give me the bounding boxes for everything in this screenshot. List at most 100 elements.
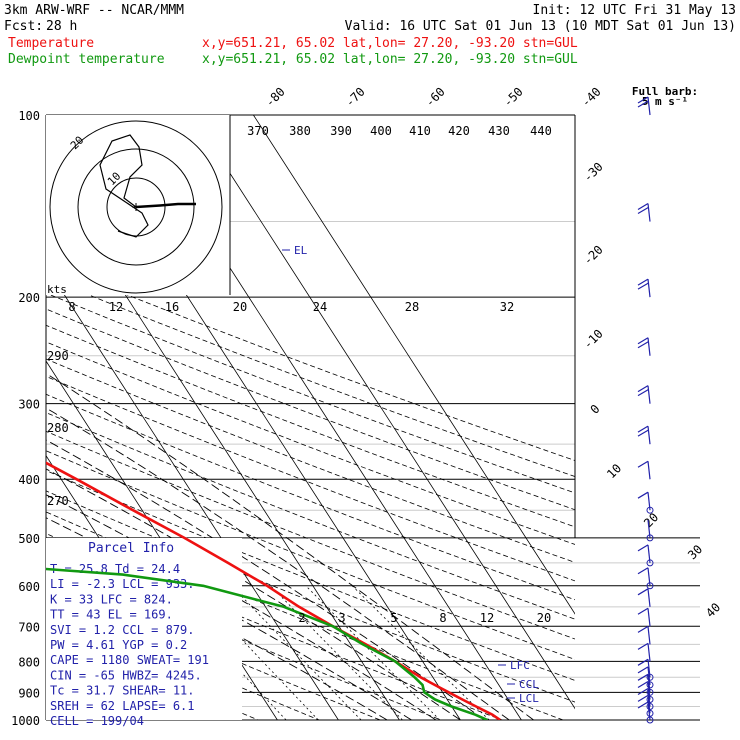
wind-barb-flag [637, 203, 649, 211]
hodograph-units: kts [47, 283, 67, 296]
wind-barb-flag [637, 567, 649, 575]
dry-adiabat-label-280: 280 [47, 421, 69, 435]
wind-barb-calm [646, 681, 654, 689]
temp-scale-label-8: 8 [68, 300, 75, 314]
parcel-row-2: K = 33 LFC = 824. [50, 592, 173, 606]
wind-barb-flag [637, 429, 649, 437]
theta-e-label-420: 420 [448, 124, 470, 138]
isotherm-label-40: 40 [703, 600, 723, 620]
hodograph-ring-10 [106, 177, 166, 237]
pressure-label-700: 700 [18, 620, 40, 634]
parcel-row-7: CIN = -65 HWBZ= 4245. [50, 668, 202, 682]
level-label-lcl: LCL [519, 692, 539, 705]
isotherm-50 [253, 115, 575, 615]
parcel-box-bg [46, 538, 242, 720]
dry-adiabat-350 [46, 430, 575, 640]
theta-e-label-400: 400 [370, 124, 392, 138]
pressure-label-100: 100 [18, 109, 40, 123]
isotherm-label--70: -70 [343, 85, 368, 110]
hodograph-ring-20 [77, 148, 195, 266]
isotherm-0 [46, 265, 339, 720]
wind-barb-staff [647, 461, 651, 480]
isotherm-label--20: -20 [581, 243, 606, 268]
wind-barb-staff [647, 96, 651, 116]
wind-barb-flag [637, 460, 649, 468]
wind-barb-flag [637, 96, 649, 104]
wind-barb-flag [637, 385, 649, 393]
forecast-hour: 28 h [46, 19, 77, 34]
isotherm-label-10: 10 [604, 461, 624, 481]
dry-adiabat-450 [46, 261, 575, 461]
wind-barb-flag [637, 588, 649, 596]
parcel-row-1: LI = -2.3 LCL = 933. [50, 577, 195, 591]
wind-barb-flag [637, 642, 649, 650]
theta-e-label-440: 440 [530, 124, 552, 138]
mixing-ratio-label-8: 8 [439, 611, 446, 625]
theta-e-label-390: 390 [330, 124, 352, 138]
dry-adiabat-420 [46, 308, 575, 511]
parcel-row-5: PW = 4.61 YGP = 0.2 [50, 638, 187, 652]
wind-barb-flag [637, 607, 649, 615]
moist-adiabat-20 [46, 468, 461, 720]
wind-barbs [637, 96, 654, 724]
wind-barb-staff [647, 643, 651, 662]
wind-barb-staff [647, 279, 651, 298]
pressure-label-400: 400 [18, 473, 40, 487]
wind-barb-calm [646, 716, 654, 724]
parcel-row-4: SVI = 1.2 CCL = 879. [50, 623, 195, 637]
dewpoint-location: x,y=651.21, 65.02 lat,lon= 27.20, -93.20… [202, 52, 578, 67]
hodograph-trace-lower [135, 202, 196, 209]
dewpoint-profile [46, 567, 488, 720]
temperature-profile [46, 461, 501, 720]
wind-barb-calm [646, 673, 654, 681]
mixing-ratio-label-5: 5 [390, 611, 397, 625]
hodograph-ring-30 [49, 120, 223, 294]
parcel-row-10: CELL = 199/04 [50, 714, 144, 728]
pressure-label-600: 600 [18, 580, 40, 594]
temp-scale-label-24: 24 [313, 300, 327, 314]
wind-barb-staff [647, 203, 651, 222]
level-label-el: EL [294, 244, 308, 257]
wind-barb-staff [647, 588, 651, 607]
mixing-ratio-label-20: 20 [537, 611, 551, 625]
wind-barb-flag [637, 658, 649, 666]
level-label-lfc: LFC [510, 659, 530, 672]
temp-scale-label-12: 12 [109, 300, 123, 314]
moist-adiabat-16 [46, 494, 437, 720]
isotherm-label--50: -50 [501, 85, 526, 110]
dry-adiabat-430 [46, 292, 575, 494]
mixing-ratio-5 [231, 585, 362, 720]
dewpoint-legend: Dewpoint temperature [8, 52, 165, 67]
wind-barb-flag [637, 688, 649, 696]
wind-barb-staff [647, 385, 651, 404]
wind-barb-flag [637, 491, 649, 499]
wind-barb-flag [637, 681, 649, 689]
parcel-row-9: SREH = 62 LAPSE= 6.1 [50, 699, 195, 713]
isotherm-label-30: 30 [685, 542, 705, 562]
dry-adiabat-410 [46, 324, 575, 528]
dry-adiabat-label-270: 270 [47, 494, 69, 508]
temp-scale-label-20: 20 [233, 300, 247, 314]
wind-barb-flag [637, 341, 649, 349]
theta-e-label-430: 430 [488, 124, 510, 138]
isotherm-label--10: -10 [581, 327, 606, 352]
valid-time: Valid: 16 UTC Sat 01 Jun 13 (10 MDT Sat … [345, 19, 736, 34]
mixing-ratio-label-3: 3 [338, 611, 345, 625]
mixing-ratio-20 [351, 585, 490, 720]
pressure-label-500: 500 [18, 532, 40, 546]
isotherm-label--40: -40 [579, 85, 604, 110]
pressure-label-300: 300 [18, 398, 40, 412]
wind-barb-staff [647, 426, 651, 445]
wind-barb-flag [637, 278, 649, 286]
dry-adiabat-300 [46, 533, 503, 720]
temp-scale-label-16: 16 [165, 300, 179, 314]
wind-barb-flag [637, 389, 649, 397]
wind-barb-flag [637, 673, 649, 681]
wind-barb-flag [637, 694, 649, 702]
dry-adiabat-label-290: 290 [47, 349, 69, 363]
parcel-row-3: TT = 43 EL = 169. [50, 608, 173, 622]
